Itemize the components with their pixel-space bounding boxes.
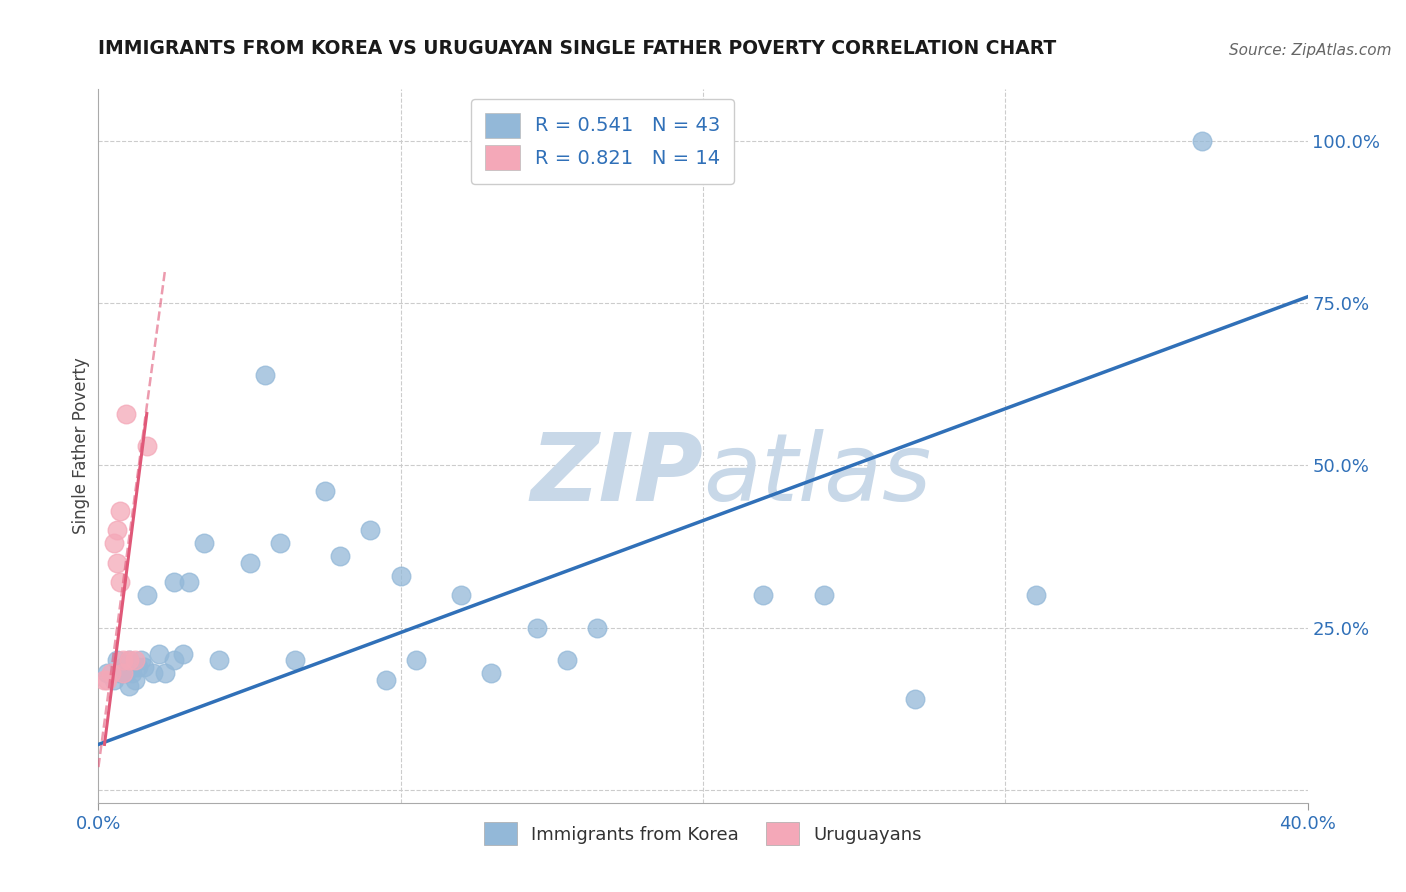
Point (93, 673, 115, 687)
Point (208, 653, 231, 667)
Point (314, 484, 336, 499)
Point (360, 524, 382, 538)
Point (179, 575, 201, 590)
Point (111, 666, 134, 681)
Point (148, 647, 170, 661)
Point (96, 666, 118, 681)
Text: atlas: atlas (703, 429, 931, 520)
Point (153, 666, 176, 681)
Point (121, 666, 143, 681)
Point (450, 588, 472, 602)
Legend: Immigrants from Korea, Uruguayans: Immigrants from Korea, Uruguayans (472, 810, 934, 858)
Point (142, 666, 165, 681)
Point (114, 666, 136, 681)
Point (96, 673, 118, 687)
Point (103, 536, 125, 550)
Point (118, 679, 141, 693)
Point (193, 536, 215, 550)
Text: IMMIGRANTS FROM KOREA VS URUGUAYAN SINGLE FATHER POVERTY CORRELATION CHART: IMMIGRANTS FROM KOREA VS URUGUAYAN SINGL… (98, 39, 1057, 58)
Point (129, 653, 152, 667)
Point (111, 653, 134, 667)
Point (111, 659, 134, 673)
Point (284, 653, 307, 667)
Point (108, 575, 131, 590)
Point (405, 653, 427, 667)
Point (269, 536, 291, 550)
Point (105, 556, 128, 570)
Point (813, 588, 835, 602)
Point (374, 673, 396, 687)
Point (163, 575, 186, 590)
Point (114, 407, 136, 421)
Point (118, 653, 141, 667)
Point (124, 653, 146, 667)
Point (132, 659, 155, 673)
Point (172, 647, 194, 661)
Point (904, 692, 927, 706)
Text: ZIP: ZIP (530, 428, 703, 521)
Text: Source: ZipAtlas.com: Source: ZipAtlas.com (1229, 43, 1392, 58)
Point (329, 549, 352, 564)
Point (100, 666, 122, 681)
Point (124, 673, 146, 687)
Point (135, 588, 157, 602)
Point (118, 653, 141, 667)
Point (105, 653, 128, 667)
Point (127, 659, 149, 673)
Point (108, 504, 131, 518)
Point (1191, 134, 1213, 148)
Point (586, 621, 609, 635)
Point (103, 673, 125, 687)
Point (752, 588, 775, 602)
Point (526, 621, 548, 635)
Point (163, 653, 186, 667)
Point (1024, 588, 1046, 602)
Y-axis label: Single Father Poverty: Single Father Poverty (72, 358, 90, 534)
Point (253, 368, 276, 382)
Point (108, 666, 131, 681)
Point (389, 568, 412, 582)
Point (239, 556, 262, 570)
Point (135, 439, 157, 453)
Point (105, 524, 128, 538)
Point (555, 653, 578, 667)
Point (481, 666, 503, 681)
